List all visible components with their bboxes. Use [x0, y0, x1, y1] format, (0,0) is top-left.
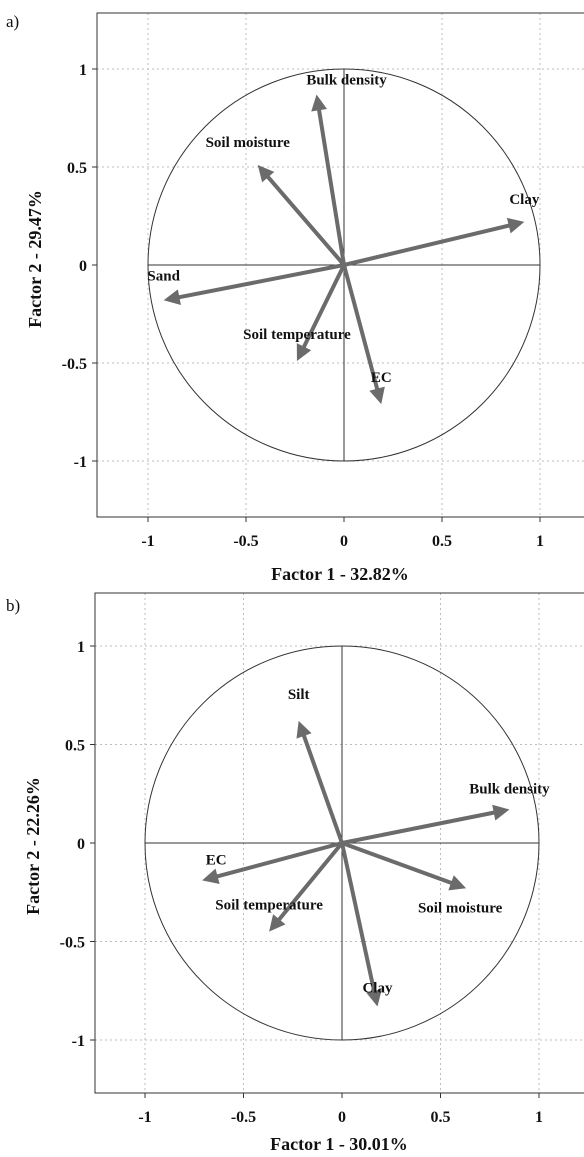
y-axis-title: Factor 2 - 22.26% [23, 777, 43, 915]
y-tick-label: -1 [74, 454, 87, 471]
loading-vector: EC [202, 841, 344, 885]
panel-label: a) [6, 12, 19, 31]
x-axis-title: Factor 1 - 30.01% [270, 1134, 408, 1154]
x-tick-label: 0 [340, 533, 348, 550]
panel-a: a) -1 -0.5 0 0.5 1 1 0.5 0 -0.5 -1 Factor 1 - 32.82… [6, 12, 584, 584]
loading-vector: Silt [288, 687, 344, 845]
x-tick-label: 1 [535, 1109, 543, 1126]
vector-label: Soil moisture [206, 135, 291, 151]
vector-arrowhead [163, 289, 181, 306]
loading-vector: Soil moisture [340, 841, 503, 916]
y-tick-label: 0.5 [67, 160, 87, 177]
x-axis-title: Factor 1 - 32.82% [271, 564, 409, 584]
y-tick-label: 0.5 [65, 738, 85, 755]
loading-vector: Soil temperature [215, 841, 344, 932]
vector-label: EC [371, 370, 392, 386]
vector-arrowhead [311, 94, 328, 112]
y-tick-label: 0 [77, 836, 85, 853]
vector-label: Soil temperature [215, 898, 323, 914]
y-tick-label: 1 [79, 62, 87, 79]
vector-shaft [342, 263, 380, 393]
loading-vector: Soil temperature [243, 263, 351, 362]
vector-shaft [301, 263, 346, 351]
vector-label: Clay [362, 981, 393, 997]
vector-arrowhead [366, 989, 382, 1007]
vector-label: Soil moisture [418, 900, 503, 916]
y-axis-title: Factor 2 - 29.47% [25, 190, 45, 328]
vector-shaft [316, 106, 346, 267]
vector-arrowhead [492, 804, 510, 821]
x-tick-label: -0.5 [233, 533, 258, 550]
vector-label: Bulk density [469, 782, 550, 798]
loading-vector: Clay [342, 192, 540, 267]
y-tick-label: 0 [79, 258, 87, 275]
loading-vector: Clay [340, 841, 393, 1007]
loading-vector: Soil moisture [206, 135, 346, 267]
vector-label: Bulk density [306, 72, 387, 88]
x-tick-label: -1 [141, 533, 154, 550]
x-tick-label: -0.5 [231, 1109, 256, 1126]
y-tick-label: -1 [72, 1033, 85, 1050]
y-tick-label: -0.5 [60, 935, 85, 952]
y-tick-label: 1 [77, 639, 85, 656]
vector-label: Sand [147, 268, 180, 284]
vector-shaft [340, 841, 455, 886]
vector-arrowhead [506, 217, 525, 234]
vector-shaft [301, 732, 344, 845]
vector-arrowhead [296, 720, 312, 739]
vector-arrowhead [448, 875, 467, 891]
y-tick-label: -0.5 [62, 356, 87, 373]
x-tick-label: 0.5 [431, 1109, 451, 1126]
loading-vector: Sand [147, 263, 346, 306]
vector-arrowhead [269, 914, 286, 932]
vector-label: Clay [509, 192, 540, 208]
vector-shaft [276, 841, 344, 923]
vector-arrowhead [369, 386, 385, 405]
loading-vector: Bulk density [340, 782, 550, 845]
vector-arrowhead [202, 868, 220, 885]
vector-shaft [340, 841, 377, 995]
vector-shaft [213, 841, 344, 879]
vector-arrowhead [296, 343, 312, 362]
loading-vector: Bulk density [306, 72, 387, 267]
vector-label: EC [206, 852, 227, 868]
vector-shaft [264, 173, 346, 267]
x-tick-label: 0 [338, 1109, 346, 1126]
panel-label: b) [6, 596, 20, 615]
x-tick-label: 0.5 [432, 533, 452, 550]
vector-shaft [175, 263, 346, 300]
vector-label: Silt [288, 687, 310, 703]
vector-label: Soil temperature [243, 327, 351, 343]
loading-vector: EC [342, 263, 392, 405]
vector-shaft [340, 810, 498, 845]
vector-arrowhead [257, 165, 275, 183]
x-tick-label: 1 [536, 533, 544, 550]
vector-shaft [342, 223, 513, 267]
panel-b: b) -1 -0.5 0 0.5 1 1 0.5 0 -0.5 -1 Factor 1 - 30.01… [6, 592, 584, 1154]
x-tick-label: -1 [138, 1109, 151, 1126]
